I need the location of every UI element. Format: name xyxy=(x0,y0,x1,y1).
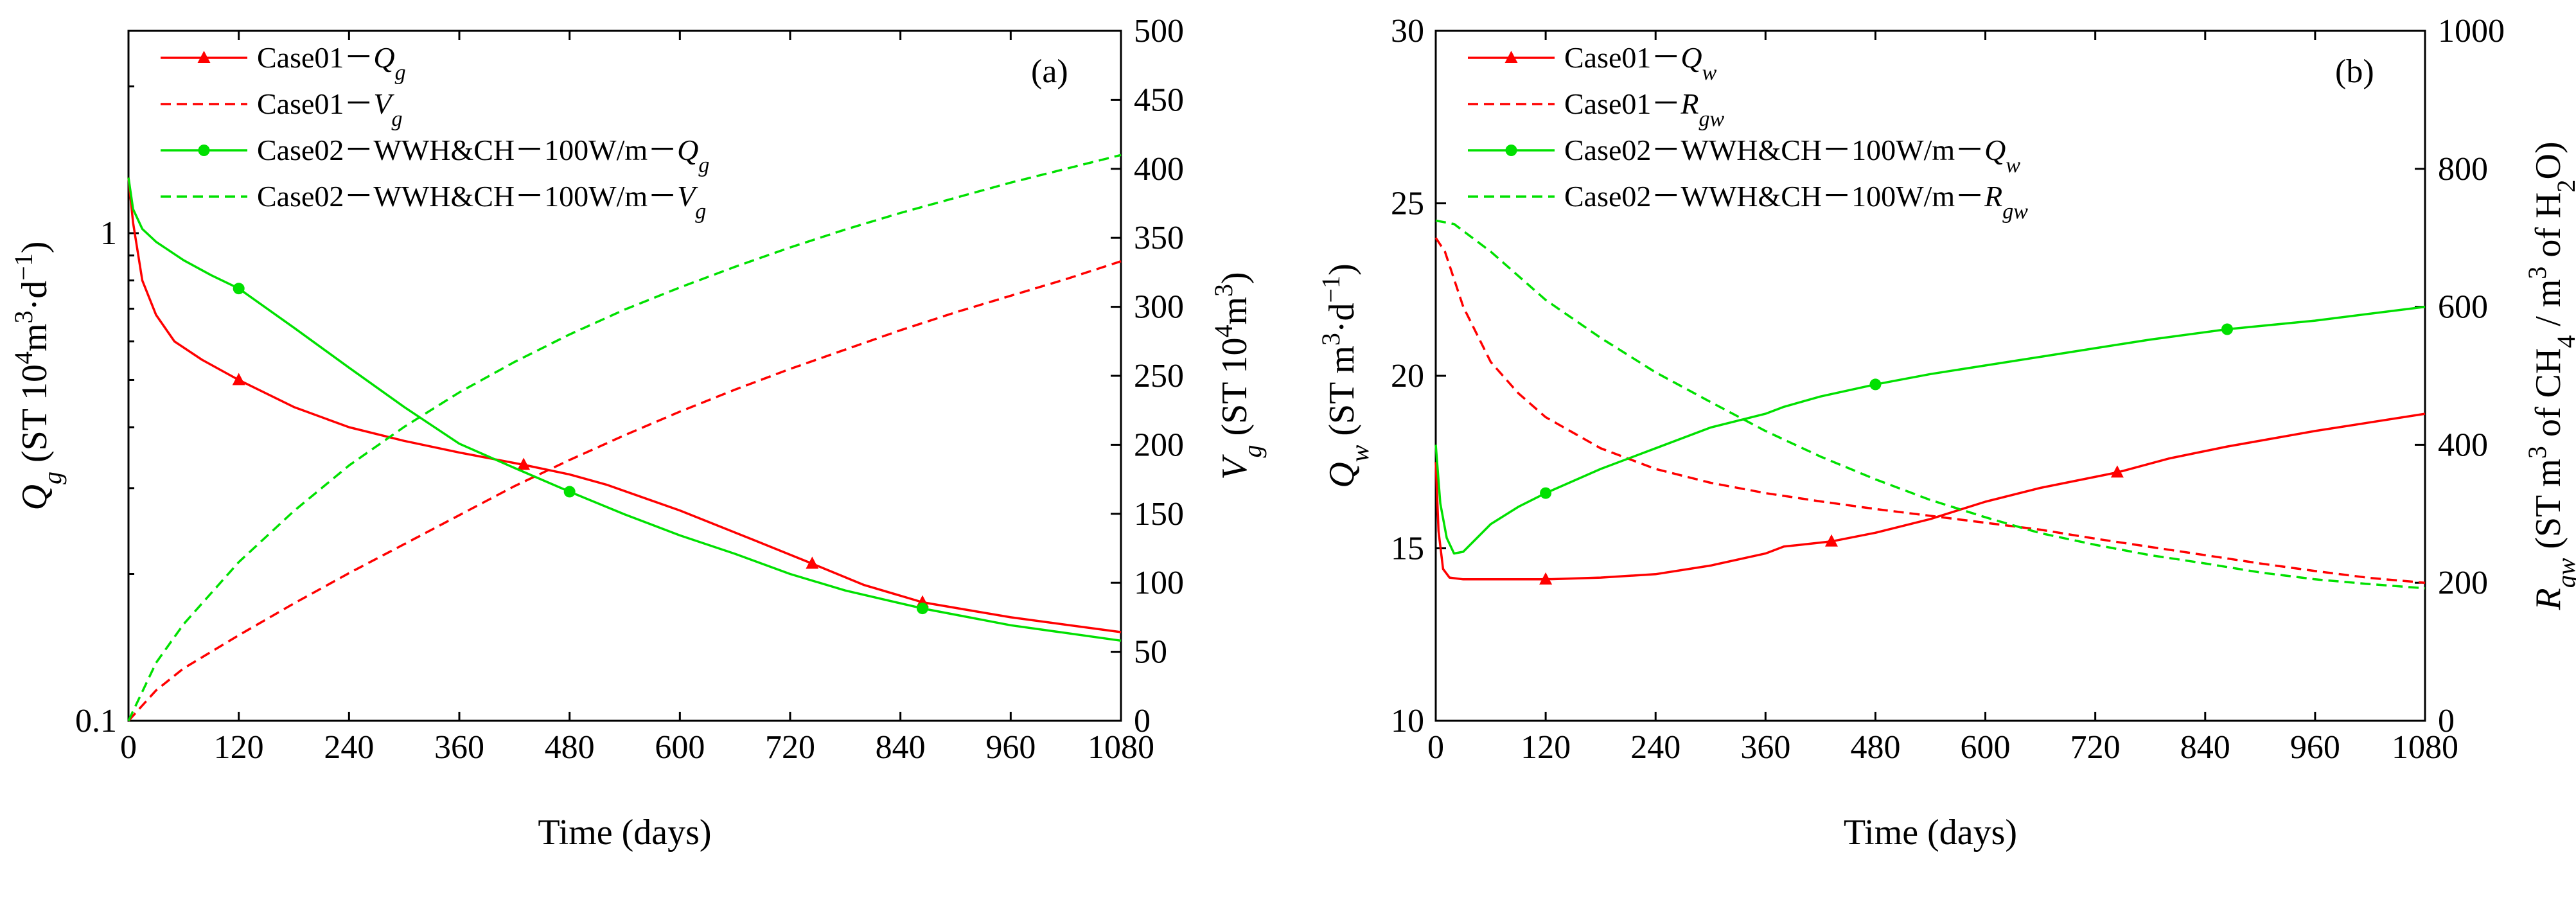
x-tick-label: 960 xyxy=(985,729,1036,766)
legend-label: Case01－Qg xyxy=(257,41,406,85)
x-tick-label: 480 xyxy=(545,729,595,766)
y-left-tick-label: 10 xyxy=(1391,703,1424,739)
y-right-tick-label: 250 xyxy=(1134,358,1184,394)
legend-label: Case02－WWH&CH－100W/m－Vg xyxy=(257,180,706,224)
y-right-tick-label: 200 xyxy=(1134,427,1184,463)
series-marker xyxy=(1869,378,1882,391)
y-right-tick-label: 400 xyxy=(1134,151,1184,188)
y-left-axis-label: Qw (ST m3·d−1) xyxy=(1316,263,1374,488)
y-right-tick-label: 800 xyxy=(2438,151,2488,188)
x-tick-label: 120 xyxy=(214,729,264,766)
y-right-tick-label: 300 xyxy=(1134,289,1184,326)
x-tick-label: 1080 xyxy=(1088,729,1154,766)
series-line xyxy=(1434,412,2426,581)
series-marker xyxy=(563,486,576,498)
x-tick-label: 360 xyxy=(434,729,484,766)
legend-label: Case02－WWH&CH－100W/m－Qg xyxy=(257,134,709,177)
x-axis-label: Time (days) xyxy=(1844,813,2017,852)
legend-label: Case02－WWH&CH－100W/m－Qw xyxy=(1564,134,2020,177)
x-tick-label: 240 xyxy=(324,729,374,766)
series-marker xyxy=(2110,465,2124,478)
x-tick-label: 360 xyxy=(1740,729,1790,766)
x-tick-label: 840 xyxy=(876,729,926,766)
x-tick-label: 960 xyxy=(2290,729,2340,766)
series-line xyxy=(1434,305,2426,555)
x-tick-label: 1080 xyxy=(2392,729,2458,766)
y-left-tick-label: 30 xyxy=(1391,13,1424,49)
legend-marker xyxy=(197,51,211,63)
x-tick-label: 600 xyxy=(1961,729,2011,766)
x-tick-label: 240 xyxy=(1630,729,1681,766)
series-line xyxy=(1435,219,2426,590)
series-marker xyxy=(806,556,819,569)
chart-a: 0 120 240 360 480 600 720 840 960 1080 0.1 1 0 50 100 1… xyxy=(9,13,1267,852)
y-right-tick-label: 200 xyxy=(2438,565,2488,601)
x-tick-label: 0 xyxy=(1427,729,1444,766)
y-left-tick-label: 20 xyxy=(1391,358,1424,394)
series-marker xyxy=(2221,323,2233,335)
legend-marker xyxy=(198,145,210,156)
y-right-tick-label: 100 xyxy=(1134,565,1184,601)
series-line xyxy=(127,177,1122,642)
legend-label: Case02－WWH&CH－100W/m－Rgw xyxy=(1564,180,2028,224)
legend-marker xyxy=(1505,145,1517,156)
y-right-axis-label: Rgw (ST m3 of CH4 / m3 of H2O) xyxy=(2523,141,2576,610)
legend-label: Case01－Vg xyxy=(257,87,403,131)
legend-label: Case01－Qw xyxy=(1564,41,1717,85)
y-right-tick-label: 150 xyxy=(1134,496,1184,533)
y-right-tick-label: 0 xyxy=(1134,703,1151,739)
panel-label: (a) xyxy=(1031,53,1068,90)
series-line xyxy=(127,177,1122,633)
x-tick-label: 720 xyxy=(2070,729,2121,766)
x-tick-label: 480 xyxy=(1850,729,1900,766)
y-right-axis-label: Vg (ST 104m3) xyxy=(1209,272,1267,479)
y-right-tick-label: 450 xyxy=(1134,82,1184,118)
y-left-tick-label: 1 xyxy=(100,215,117,252)
y-left-tick-label: 25 xyxy=(1391,186,1424,222)
series-line xyxy=(1434,237,2426,584)
y-left-tick-label: 0.1 xyxy=(75,703,117,739)
y-right-tick-label: 50 xyxy=(1134,634,1167,671)
x-tick-label: 720 xyxy=(765,729,815,766)
series-line xyxy=(127,154,1122,721)
y-right-tick-label: 350 xyxy=(1134,220,1184,256)
series-marker xyxy=(1540,487,1552,499)
x-tick-label: 0 xyxy=(120,729,137,766)
x-tick-label: 600 xyxy=(655,729,705,766)
y-right-tick-label: 600 xyxy=(2438,289,2488,326)
series-marker xyxy=(1539,572,1553,585)
legend-label: Case01－Rgw xyxy=(1564,87,1725,131)
x-tick-label: 840 xyxy=(2180,729,2230,766)
y-right-tick-label: 1000 xyxy=(2438,13,2505,49)
x-axis-label: Time (days) xyxy=(538,813,711,852)
y-left-tick-label: 15 xyxy=(1391,531,1424,567)
series-marker xyxy=(232,373,245,385)
y-right-tick-label: 500 xyxy=(1134,13,1184,49)
x-tick-label: 120 xyxy=(1521,729,1571,766)
y-right-tick-label: 400 xyxy=(2438,427,2488,463)
series-marker xyxy=(1825,534,1838,547)
series-line xyxy=(127,260,1122,722)
series-marker xyxy=(233,283,245,295)
legend-marker xyxy=(1504,51,1518,63)
series-marker xyxy=(517,457,531,470)
series-marker xyxy=(917,603,928,615)
y-left-axis-label: Qg (ST 104m3·d−1) xyxy=(9,242,67,511)
y-right-tick-label: 0 xyxy=(2438,703,2455,739)
chart-b: 0 120 240 360 480 600 720 840 960 1080 10 15 20 25 30 0… xyxy=(1316,13,2576,852)
panel-label: (b) xyxy=(2335,53,2374,90)
